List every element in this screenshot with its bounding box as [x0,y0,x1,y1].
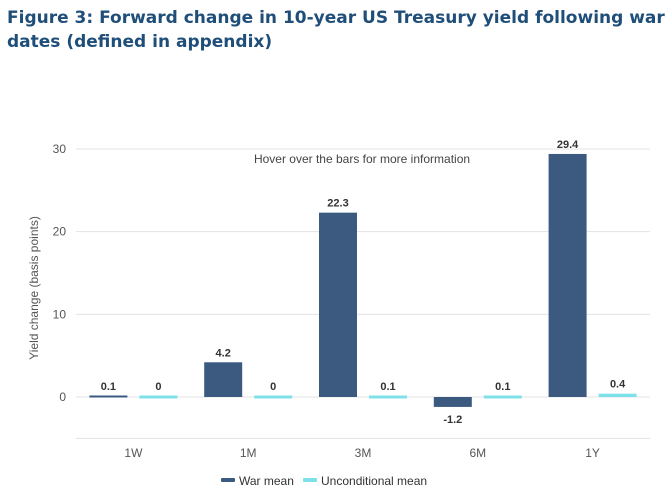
bar-unconditional-mean-1M[interactable] [254,395,293,399]
y-tick-label: 10 [53,307,67,321]
x-tick-label: 3M [355,446,372,460]
legend-item-unconditional-mean[interactable]: Unconditional mean [321,474,427,488]
data-label: 4.2 [216,347,231,359]
data-label: 29.4 [557,139,579,151]
y-tick-label: 20 [53,225,67,239]
y-tick-label: 30 [53,142,67,156]
bar-unconditional-mean-1Y[interactable] [598,393,637,397]
data-label: 0.1 [101,381,116,393]
chart-title: Figure 3: Forward change in 10-year US T… [7,8,665,52]
legend-swatch [303,478,317,482]
data-label: 0 [270,381,276,393]
legend-item-war-mean[interactable]: War mean [239,474,294,488]
y-tick-label: 0 [59,390,66,404]
x-tick-label: 1W [124,446,143,460]
bar-unconditional-mean-6M[interactable] [483,395,522,399]
data-label: 0.1 [380,381,395,393]
data-label: 0 [155,381,161,393]
bar-war-mean-3M[interactable] [319,212,357,397]
y-tick-labels: 0 10 20 30 [53,142,67,404]
bar-war-mean-1M[interactable] [204,362,243,397]
bars [89,153,637,407]
legend-swatch [221,478,235,482]
data-label: 0.4 [610,379,626,391]
data-label: 0.1 [495,381,510,393]
bar-unconditional-mean-1W[interactable] [139,395,178,399]
bar-war-mean-6M[interactable] [433,397,472,407]
x-tick-label: 6M [469,446,486,460]
x-tick-label: 1M [240,446,257,460]
hover-annotation: Hover over the bars for more information [254,152,470,166]
data-labels: 0.1 0 4.2 0 22.3 0.1 -1.2 0.1 29.4 0.4 [101,139,626,426]
bar-war-mean-1Y[interactable] [548,153,587,397]
y-axis-label: Yield change (basis points) [27,216,41,360]
bar-war-mean-1W[interactable] [89,395,128,398]
x-tick-labels: 1W 1M 3M 6M 1Y [124,446,600,460]
x-tick-label: 1Y [585,446,600,460]
data-label: -1.2 [443,414,462,426]
legend: War mean Unconditional mean [221,474,427,488]
data-label: 22.3 [327,198,348,210]
bar-unconditional-mean-3M[interactable] [369,395,407,399]
